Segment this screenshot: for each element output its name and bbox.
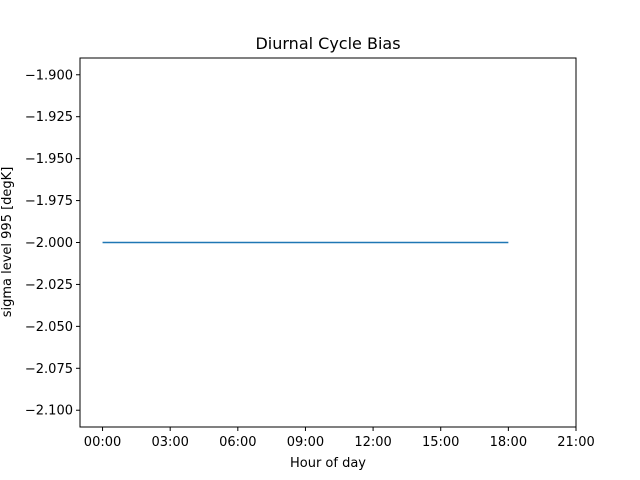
x-tick-label: 00:00 (84, 435, 121, 450)
x-tick-label: 21:00 (557, 435, 594, 450)
y-tick-label: −1.975 (25, 194, 73, 209)
x-tick-label: 06:00 (219, 435, 256, 450)
chart-title: Diurnal Cycle Bias (255, 34, 400, 53)
x-tick-label: 12:00 (354, 435, 391, 450)
y-axis-label: sigma level 995 [degK] (0, 167, 15, 318)
y-tick-label: −1.950 (25, 152, 73, 167)
y-tick-label: −1.900 (25, 68, 73, 83)
x-axis-label: Hour of day (290, 456, 366, 471)
x-tick-label: 09:00 (287, 435, 324, 450)
x-axis: 00:00 03:00 06:00 09:00 12:00 15:00 18:00 21:00 (84, 427, 595, 450)
y-tick-label: −2.075 (25, 362, 73, 377)
y-tick-label: −2.100 (25, 404, 73, 419)
y-tick-label: −1.925 (25, 110, 73, 125)
x-tick-label: 03:00 (151, 435, 188, 450)
y-axis: −1.900 −1.925 −1.950 −1.975 −2.000 −2.025 −2.0… (25, 68, 80, 419)
y-tick-label: −2.050 (25, 320, 73, 335)
y-tick-label: −2.025 (25, 278, 73, 293)
x-tick-label: 18:00 (490, 435, 527, 450)
x-tick-label: 15:00 (422, 435, 459, 450)
y-tick-label: −2.000 (25, 236, 73, 251)
